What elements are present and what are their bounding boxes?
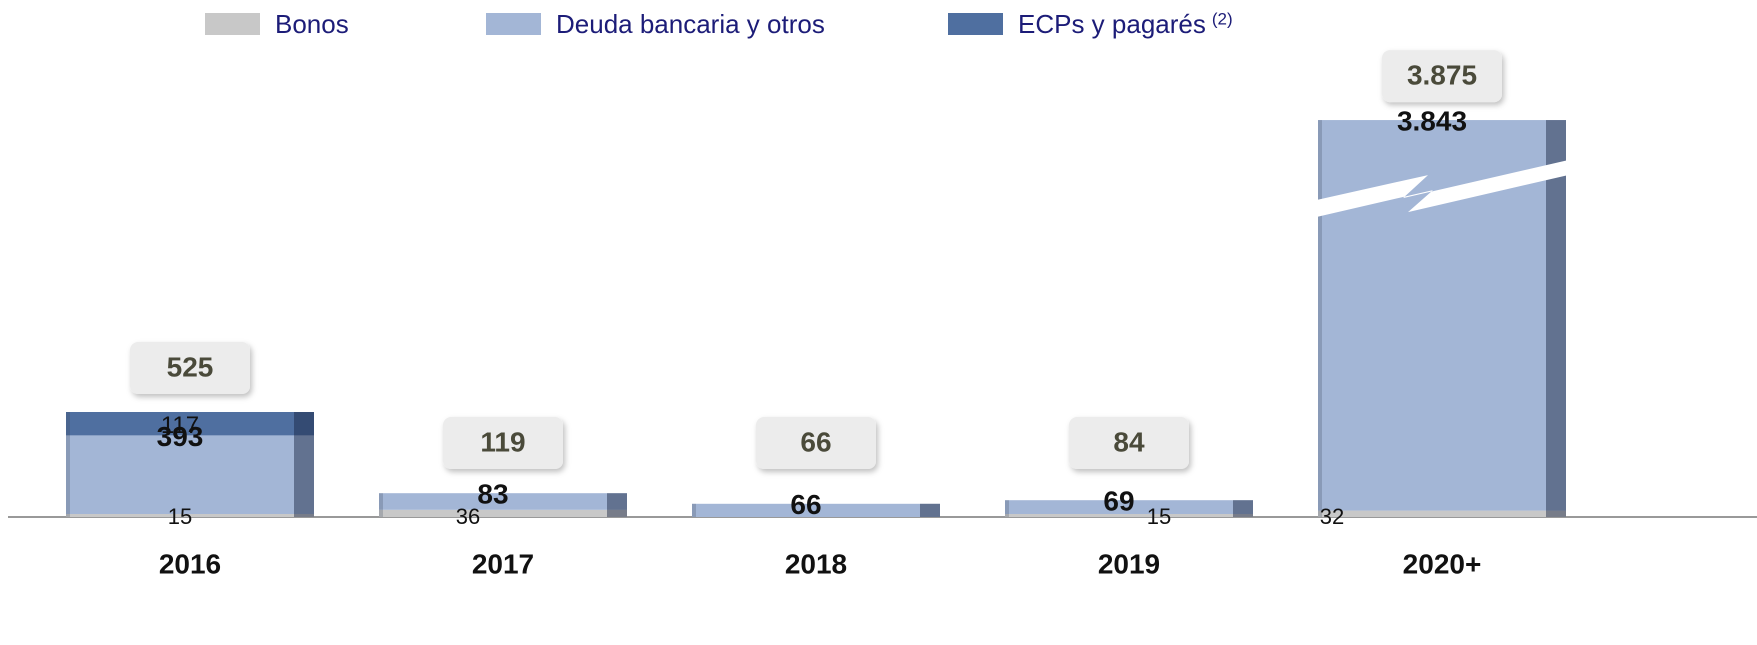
- x-tick-label: 2020+: [1403, 548, 1482, 579]
- bar-side: [1546, 120, 1566, 517]
- bar-side: [1233, 500, 1253, 517]
- x-tick-label: 2016: [159, 548, 221, 579]
- x-tick-label: 2019: [1098, 548, 1160, 579]
- total-box: [130, 342, 250, 394]
- bar-segment: [1005, 514, 1253, 517]
- total-box: [443, 417, 563, 469]
- legend-label: Bonos: [275, 9, 349, 39]
- legend-swatch: [205, 13, 260, 35]
- bonos-label: 15: [168, 504, 192, 529]
- bar-side: [294, 412, 314, 517]
- deuda-label: 66: [790, 489, 821, 520]
- bonos-label: 32: [1320, 504, 1344, 529]
- bar-edge: [692, 503, 696, 517]
- bar-segment: [1005, 500, 1253, 514]
- bar-segment: [1318, 120, 1566, 511]
- deuda-label: 393: [157, 421, 204, 452]
- legend-label: Deuda bancaria y otros: [556, 9, 825, 39]
- total-label: 3.875: [1407, 59, 1477, 90]
- bar-segment: [692, 503, 940, 517]
- x-tick-label: 2018: [785, 548, 847, 579]
- total-label: 119: [480, 426, 525, 457]
- legend-swatch: [486, 13, 541, 35]
- bar-side: [920, 503, 940, 517]
- bar-segment: [379, 493, 627, 510]
- bar-edge: [379, 493, 383, 517]
- total-box: [756, 417, 876, 469]
- bonos-label: 36: [456, 504, 480, 529]
- bar-edge: [1005, 500, 1009, 517]
- legend-label: ECPs y pagarés: [1018, 9, 1206, 39]
- x-tick-label: 2017: [472, 548, 534, 579]
- bar-side: [607, 493, 627, 517]
- bar-segment: [66, 435, 314, 514]
- bar-segment: [1318, 510, 1566, 517]
- bonos-label: 15: [1147, 504, 1171, 529]
- total-label: 66: [800, 426, 831, 457]
- bar-segment: [66, 514, 314, 517]
- bar-edge: [66, 412, 70, 517]
- total-box: [1382, 50, 1502, 103]
- legend-swatch: [948, 13, 1003, 35]
- bar-edge: [1318, 120, 1322, 517]
- deuda-label: 83: [477, 479, 508, 510]
- ecps-label: 117: [161, 412, 199, 439]
- total-label: 84: [1113, 426, 1145, 457]
- total-box: [1069, 417, 1189, 469]
- bar-segment: [379, 509, 627, 517]
- deuda-label: 3.843: [1397, 105, 1467, 136]
- legend-note: (2): [1212, 9, 1233, 28]
- deuda-label: 69: [1103, 486, 1134, 517]
- total-label: 525: [167, 351, 214, 382]
- bar-segment: [66, 412, 314, 436]
